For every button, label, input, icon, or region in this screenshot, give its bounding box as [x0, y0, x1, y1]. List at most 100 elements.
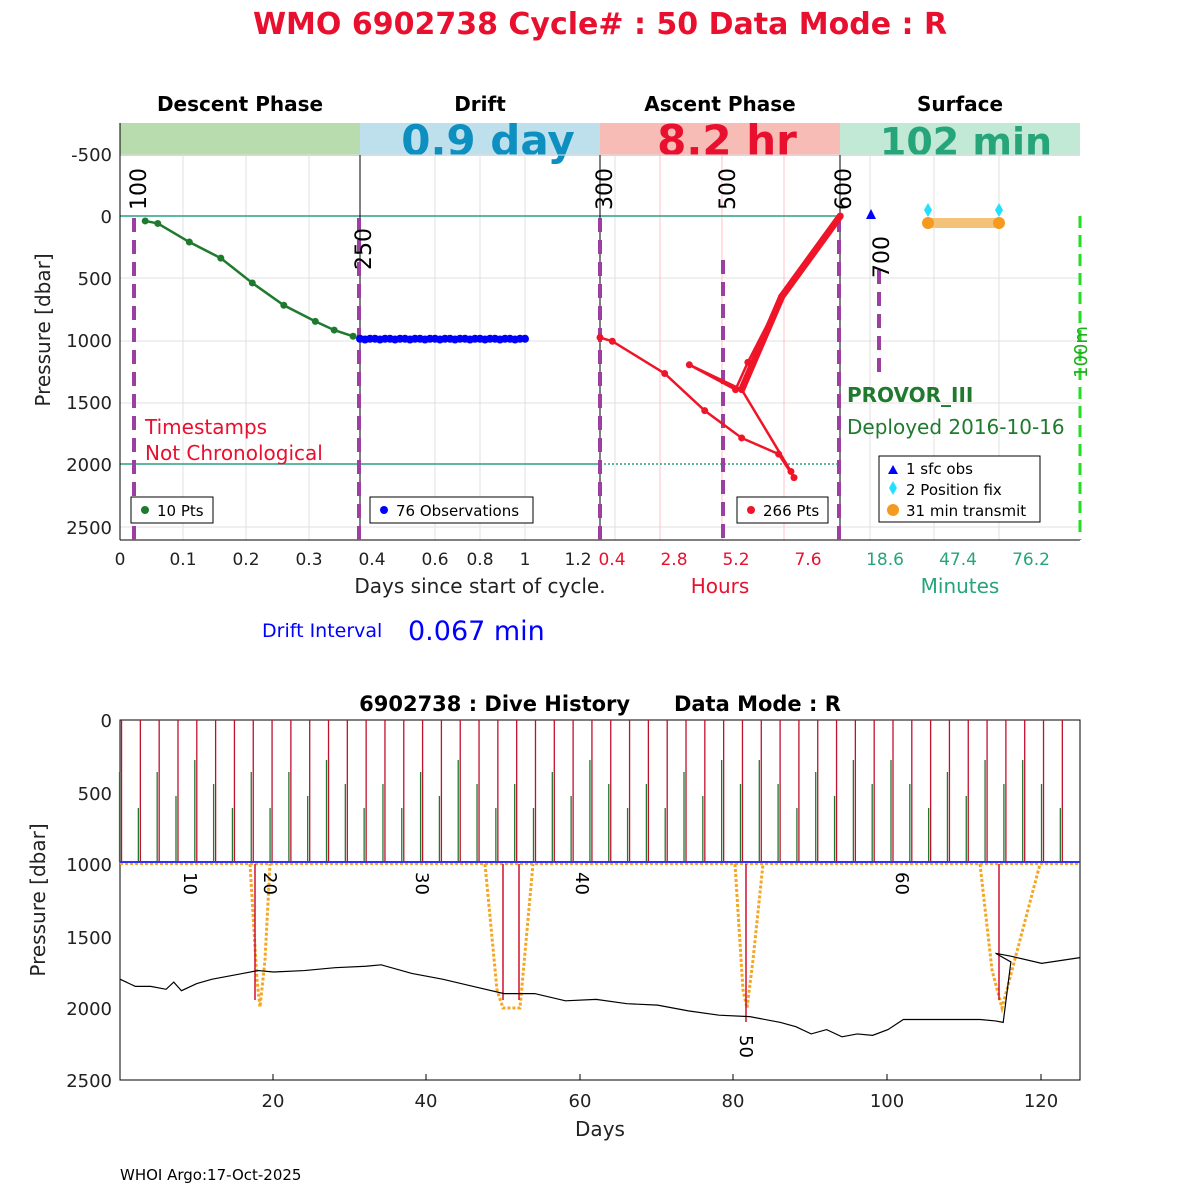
bottom-xtick: 100 — [870, 1091, 904, 1112]
legend-transmit: 31 min transmit — [906, 502, 1026, 520]
top-x-ticks-days: 0 0.1 0.2 0.3 0.4 0.6 0.8 1 1.2 — [115, 550, 592, 570]
descent-point — [311, 317, 319, 325]
transmit-end-marker — [993, 217, 1005, 229]
top-ytick: -500 — [71, 145, 112, 166]
band-ascent — [600, 123, 840, 156]
xtick-hour: 0.4 — [598, 550, 625, 570]
bottom-ylabel: Pressure [dbar] — [26, 823, 50, 976]
bottom-ytick: 2500 — [66, 1071, 112, 1092]
transmit-start-marker — [922, 217, 934, 229]
sfc-obs-marker — [866, 209, 876, 219]
ascent-point — [685, 361, 693, 369]
phase-title-ascent: Ascent Phase — [644, 92, 795, 116]
ascent-point — [738, 386, 746, 394]
xlabel-hours: Hours — [691, 574, 750, 598]
surface-series — [866, 203, 1005, 229]
ascent-point — [744, 358, 752, 366]
legend-position-fix: 2 Position fix — [906, 481, 1002, 499]
cycle-label: 10 — [179, 872, 200, 895]
descent-point — [349, 332, 357, 340]
marker-label: 600 — [832, 168, 857, 210]
descent-point — [330, 326, 338, 334]
profile-depth-line — [119, 952, 1081, 1038]
band-drift — [360, 123, 600, 156]
descent-point — [154, 219, 162, 227]
cycle-marker-lines — [132, 218, 881, 540]
warning-line-1: Timestamps — [144, 415, 267, 439]
legend-drift-marker — [380, 506, 388, 514]
bottom-xtick: 20 — [262, 1091, 285, 1112]
ascent-point — [790, 474, 798, 482]
top-ytick: 2000 — [66, 455, 112, 476]
xtick-minute: 76.2 — [1012, 550, 1050, 570]
drift-interval-label: Drift Interval — [262, 620, 382, 642]
ascent-point — [732, 386, 740, 394]
xtick-minute: 18.6 — [866, 550, 904, 570]
legend-descent: 10 Pts — [130, 496, 214, 524]
legend-transmit-icon — [887, 504, 899, 516]
descent-point — [185, 238, 193, 246]
marker-label: 300 — [593, 168, 618, 210]
descent-line — [144, 219, 354, 338]
float-type: PROVOR_III — [847, 383, 973, 407]
ascent-dense-line — [738, 213, 844, 391]
legend-position-fix-icon — [889, 481, 897, 495]
band-surface — [840, 123, 1080, 156]
xtick-day: 0.6 — [421, 550, 448, 570]
ascent-point — [701, 407, 709, 415]
position-fix-marker — [924, 203, 932, 217]
drift-point — [521, 334, 529, 343]
xtick-minute: 47.4 — [939, 550, 977, 570]
figure-title: WMO 6902738 Cycle# : 50 Data Mode : R — [253, 7, 947, 42]
cycle-label: 60 — [891, 872, 912, 895]
top-x-ticks-minutes: 18.6 47.4 76.2 — [866, 550, 1050, 570]
bottom-xtick: 80 — [722, 1091, 745, 1112]
phase-title-surface: Surface — [917, 92, 1003, 116]
legend-drift-label: 76 Observations — [396, 502, 519, 520]
marker-label: 100 — [127, 168, 152, 210]
surface-duration: 102 min — [880, 120, 1052, 164]
bottom-xtick: 120 — [1024, 1091, 1058, 1112]
ascent-point — [608, 337, 616, 345]
xtick-day: 1 — [520, 550, 531, 570]
ascent-point — [836, 212, 844, 220]
descent-point — [248, 279, 256, 287]
cycle-label: 30 — [411, 872, 432, 895]
drift-duration: 0.9 day — [401, 116, 575, 165]
ascent-duration: 8.2 hr — [657, 116, 797, 165]
top-ytick: 1500 — [66, 393, 112, 414]
deep-dive-spikes — [254, 864, 1000, 1022]
top-ytick: 1000 — [66, 331, 112, 352]
xtick-day: 0.4 — [358, 550, 385, 570]
legend-sfc-obs: 1 sfc obs — [906, 460, 973, 478]
cycle-label: 40 — [571, 872, 592, 895]
bottom-x-ticks: 20 40 60 80 100 120 — [262, 1091, 1059, 1112]
top-x-ticks-hours: 0.4 2.8 5.2 7.6 — [598, 550, 821, 570]
bottom-ytick: 1500 — [66, 928, 112, 949]
phase-title-descent: Descent Phase — [157, 92, 323, 116]
legend-descent-marker — [141, 506, 149, 514]
top-y-ticks: -500 0 500 1000 1500 2000 2500 — [66, 145, 112, 539]
bottom-xtick: 60 — [569, 1091, 592, 1112]
xlabel-days: Days since start of cycle. — [354, 574, 605, 598]
ascent-point — [778, 293, 786, 301]
dive-spikes — [118, 720, 1063, 862]
drift-series — [356, 334, 529, 344]
legend-surface: 1 sfc obs 2 Position fix 31 min transmit — [878, 455, 1041, 523]
descent-series — [141, 217, 357, 340]
bottom-axes-frame — [119, 719, 1081, 1081]
band-descent — [120, 123, 360, 156]
top-ylabel: Pressure [dbar] — [31, 253, 55, 406]
dive-history-title: 6902738 : Dive History Data Mode : R — [359, 692, 841, 716]
drift-interval-value: 0.067 min — [408, 616, 545, 647]
phase-title-drift: Drift — [454, 92, 506, 116]
bottom-ytick: 0 — [101, 711, 112, 732]
top-ytick: 500 — [78, 269, 112, 290]
top-ytick: 2500 — [66, 518, 112, 539]
bottom-y-ticks: 0 500 1000 1500 2000 2500 — [66, 711, 112, 1092]
marker-labels: 100 250 300 500 600 700 — [127, 168, 895, 278]
bottom-ytick: 1000 — [66, 855, 112, 876]
bottom-xlabel: Days — [575, 1117, 625, 1141]
warning-line-2: Not Chronological — [145, 441, 323, 465]
